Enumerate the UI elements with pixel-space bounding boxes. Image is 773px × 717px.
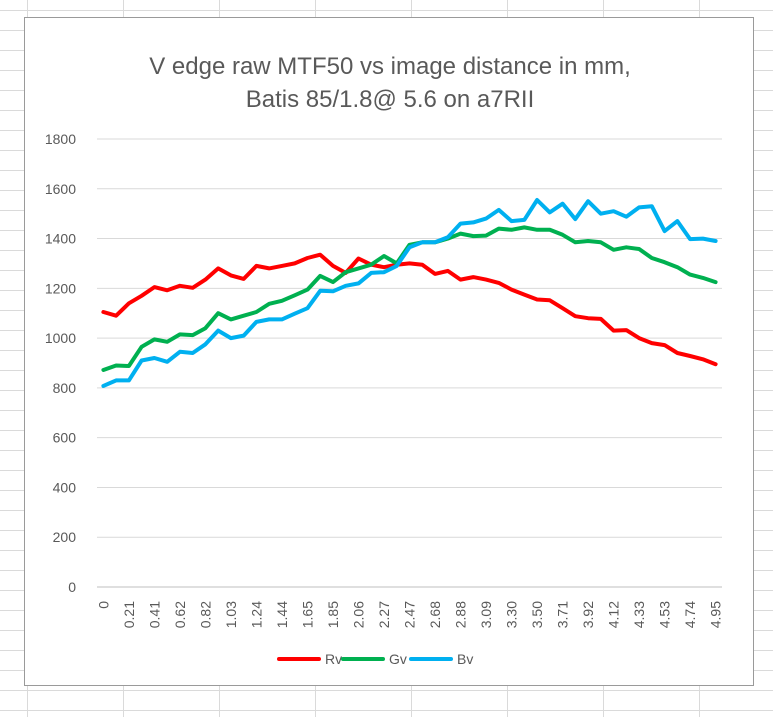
y-tick-label: 1200	[45, 280, 76, 296]
y-tick-label: 400	[53, 479, 77, 495]
x-tick-label: 4.53	[657, 601, 673, 628]
x-tick-label: 4.12	[606, 601, 622, 628]
y-axis-ticks: 0 200 400 600 800 1000 1200 1400 1600 1800	[45, 131, 76, 595]
x-tick-label: 2.06	[350, 601, 366, 628]
legend-label-bv: Bv	[457, 651, 473, 667]
x-tick-label: 1.24	[248, 601, 264, 628]
x-tick-label: 3.30	[504, 601, 520, 628]
x-tick-label: 3.09	[478, 601, 494, 628]
series-lines	[101, 198, 718, 388]
chart-title: V edge raw MTF50 vs image distance in mm…	[149, 53, 631, 113]
x-tick-label: 1.85	[325, 601, 341, 628]
x-tick-label: 0.21	[121, 601, 137, 628]
legend-label-rv: Rv	[325, 651, 342, 667]
chart-title-line: Batis 85/1.8@ 5.6 on a7RII	[246, 86, 535, 113]
chart-area[interactable]: V edge raw MTF50 vs image distance in mm…	[24, 17, 754, 686]
chart-title-line: V edge raw MTF50 vs image distance in mm…	[149, 53, 631, 80]
y-tick-label: 1000	[45, 330, 76, 346]
series-line-gv	[101, 225, 718, 372]
x-tick-label: 1.44	[274, 601, 290, 628]
x-tick-label: 0	[95, 601, 111, 609]
y-tick-label: 200	[53, 529, 77, 545]
legend-label-gv: Gv	[389, 651, 407, 667]
x-tick-label: 4.95	[708, 601, 724, 628]
line-chart: V edge raw MTF50 vs image distance in mm…	[45, 53, 724, 667]
y-tick-label: 0	[68, 579, 76, 595]
x-tick-label: 2.88	[453, 601, 469, 628]
x-tick-label: 3.71	[555, 601, 571, 628]
x-tick-label: 0.62	[172, 601, 188, 628]
x-tick-label: 3.92	[580, 601, 596, 628]
x-tick-label: 3.50	[529, 601, 545, 628]
y-tick-label: 800	[53, 380, 77, 396]
x-tick-label: 4.74	[682, 601, 698, 628]
x-tick-label: 1.65	[299, 601, 315, 628]
series-line-bv	[101, 198, 718, 388]
x-tick-label: 2.47	[402, 601, 418, 628]
legend: Rv Gv Bv	[277, 651, 473, 667]
x-tick-label: 4.33	[631, 601, 647, 628]
y-tick-label: 1600	[45, 181, 76, 197]
x-axis-ticks: 0 0.21 0.41 0.62 0.82 1.03 1.24 1.44 1.65 1.85 2.0…	[95, 601, 723, 628]
x-tick-label: 1.03	[223, 601, 239, 628]
y-tick-label: 1400	[45, 231, 76, 247]
series-line-rv	[101, 252, 718, 367]
y-gridlines	[97, 138, 722, 588]
x-tick-label: 2.68	[427, 601, 443, 628]
y-tick-label: 1800	[45, 131, 76, 147]
y-tick-label: 600	[53, 430, 77, 446]
x-tick-label: 2.27	[376, 601, 392, 628]
x-tick-label: 0.82	[197, 601, 213, 628]
x-tick-label: 0.41	[146, 601, 162, 628]
